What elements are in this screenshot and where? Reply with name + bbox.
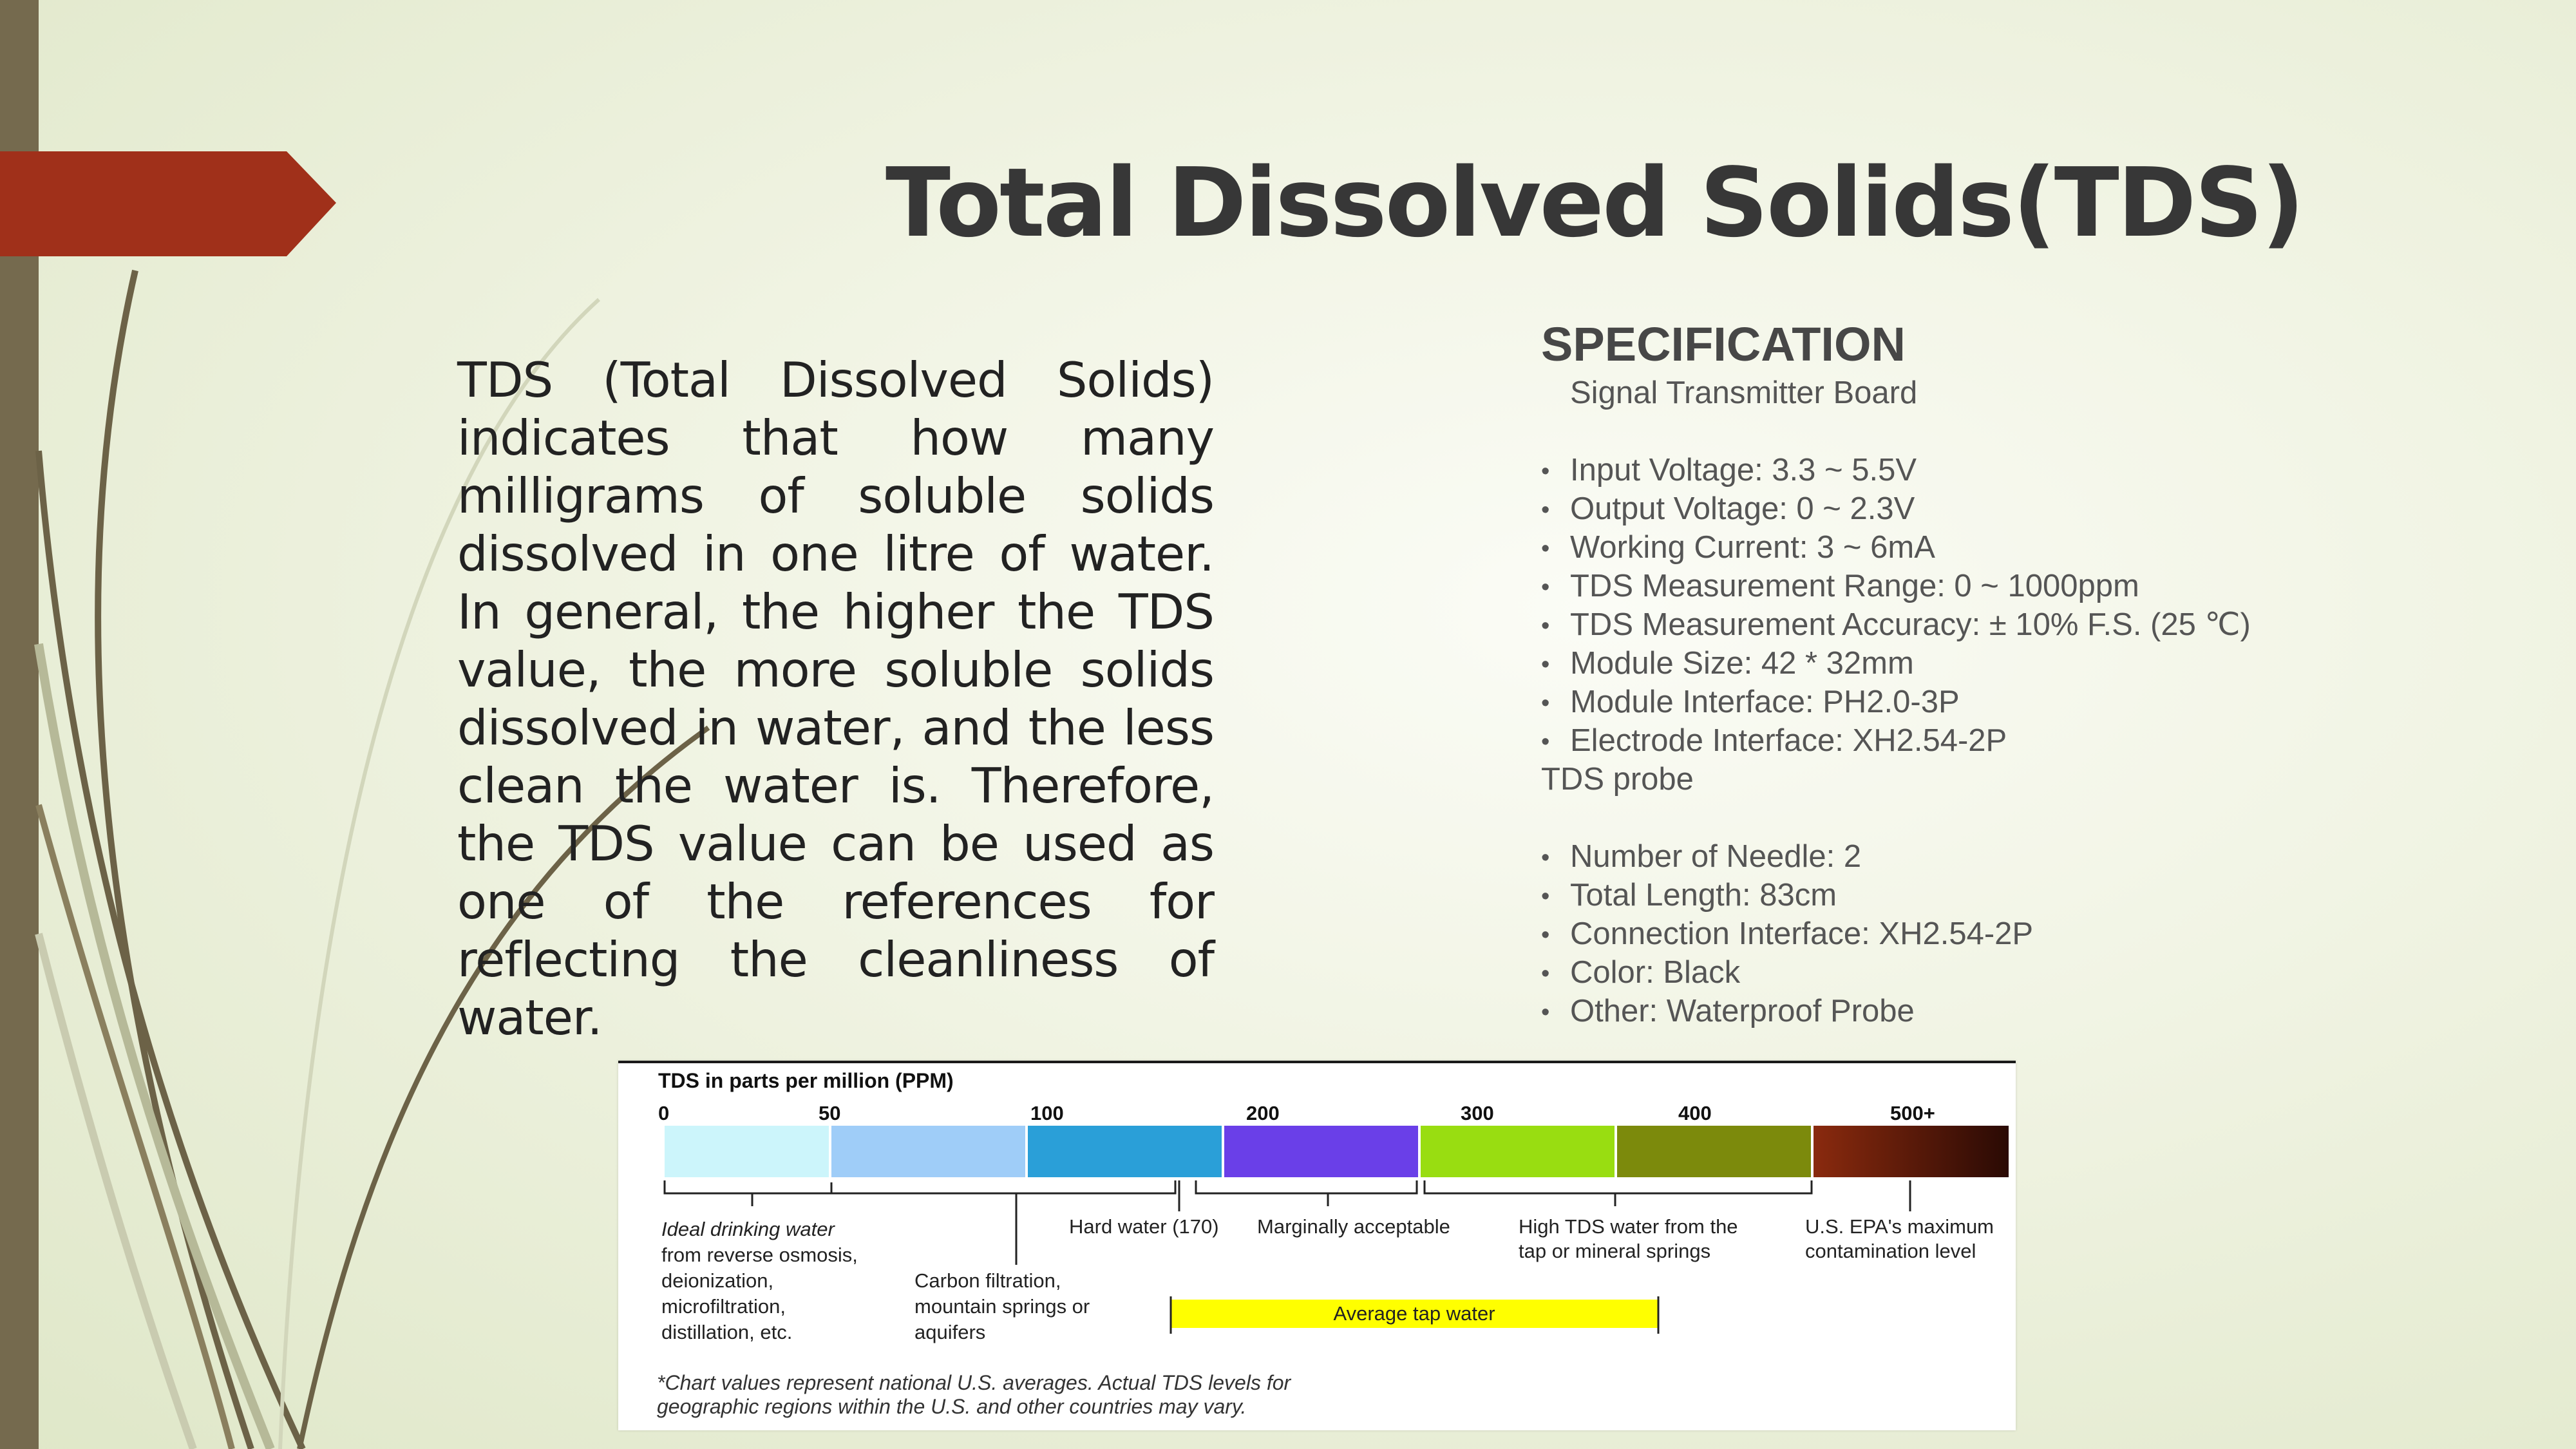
spec-item-output-voltage: Output Voltage: 0 ~ 2.3V xyxy=(1541,489,2378,529)
board-spec-list: Input Voltage: 3.3 ~ 5.5V Output Voltage… xyxy=(1541,451,2378,761)
spec-item-module-interface: Module Interface: PH2.0-3P xyxy=(1541,683,2378,723)
figure-heading: TDS in parts per million (PPM) xyxy=(658,1069,954,1092)
note-high-tds: High TDS water from the tap or mineral s… xyxy=(1519,1215,1743,1262)
note-epa: U.S. EPA's maximum contamination level xyxy=(1805,1215,2000,1262)
note-ideal: Ideal drinking water from reverse osmosi… xyxy=(661,1218,864,1343)
tds-scale-graphic: TDS in parts per million (PPM) 0 50 100 … xyxy=(657,1069,2009,1418)
tick-label: 100 xyxy=(1030,1102,1064,1124)
tick-label: 50 xyxy=(819,1102,840,1124)
color-segment xyxy=(1028,1126,1222,1177)
average-tap-water-label: Average tap water xyxy=(1333,1302,1495,1325)
spec-item-measurement-range: TDS Measurement Range: 0 ~ 1000ppm xyxy=(1541,567,2378,607)
spec-item-module-size: Module Size: 42 * 32mm xyxy=(1541,644,2378,684)
color-segment xyxy=(1617,1126,1811,1177)
color-segment xyxy=(1421,1126,1615,1177)
figure-footnote: *Chart values represent national U.S. av… xyxy=(657,1371,1296,1418)
note-hard-water: Hard water (170) xyxy=(1069,1215,1219,1238)
specification-heading: SPECIFICATION xyxy=(1541,317,1906,371)
color-segment xyxy=(665,1126,829,1177)
swoosh-line xyxy=(35,450,306,1449)
swoosh-line xyxy=(35,804,235,1449)
average-tap-water-bar: Average tap water xyxy=(1170,1296,1660,1334)
swoosh-line xyxy=(35,933,197,1449)
spec-item-needle-count: Number of Needle: 2 xyxy=(1541,837,2378,877)
spec-item-working-current: Working Current: 3 ~ 6mA xyxy=(1541,528,2378,568)
specification-panel: SPECIFICATION Signal Transmitter Board I… xyxy=(1541,316,2378,1032)
tds-scale-figure: TDS in parts per million (PPM) 0 50 100 … xyxy=(618,1061,2016,1430)
swoosh-line xyxy=(34,643,275,1449)
color-segment xyxy=(1224,1126,1418,1177)
range-brackets xyxy=(663,1180,1911,1265)
note-carbon: Carbon filtration, mountain springs or a… xyxy=(914,1269,1095,1343)
spec-item-connection-interface: Connection Interface: XH2.54-2P xyxy=(1541,914,2378,954)
tick-label: 400 xyxy=(1678,1102,1712,1124)
swoosh-line xyxy=(278,298,601,1449)
tick-label: 300 xyxy=(1461,1102,1494,1124)
spec-item-other: Other: Waterproof Probe xyxy=(1541,992,2378,1032)
swoosh-line xyxy=(297,725,710,1449)
tds-description: TDS (Total Dissolved Solids) indicates t… xyxy=(457,352,1215,1046)
tick-label: 200 xyxy=(1246,1102,1280,1124)
spec-item-input-voltage: Input Voltage: 3.3 ~ 5.5V xyxy=(1541,451,2378,491)
color-segment xyxy=(1814,1126,2009,1177)
color-scale-bar xyxy=(665,1126,2009,1177)
spec-item-total-length: Total Length: 83cm xyxy=(1541,876,2378,916)
probe-label: TDS probe xyxy=(1541,762,1694,797)
slide-title: Total Dissolved Solids(TDS) xyxy=(886,147,2305,258)
title-arrow-tab xyxy=(0,151,336,256)
board-label: Signal Transmitter Board xyxy=(1570,375,1918,410)
tick-label: 0 xyxy=(658,1102,669,1124)
tick-label: 500+ xyxy=(1890,1102,1935,1124)
spec-item-measurement-accuracy: TDS Measurement Accuracy: ± 10% F.S. (25… xyxy=(1541,605,2378,645)
probe-spec-list: Number of Needle: 2 Total Length: 83cm C… xyxy=(1541,837,2378,1032)
note-marginal: Marginally acceptable xyxy=(1257,1215,1450,1238)
spec-item-electrode-interface: Electrode Interface: XH2.54-2P xyxy=(1541,721,2378,761)
color-segment xyxy=(831,1126,1025,1177)
spec-item-color: Color: Black xyxy=(1541,953,2378,993)
